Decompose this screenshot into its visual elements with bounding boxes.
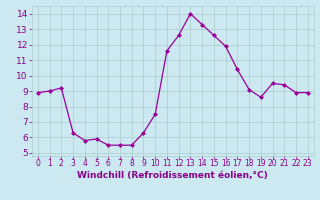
- X-axis label: Windchill (Refroidissement éolien,°C): Windchill (Refroidissement éolien,°C): [77, 171, 268, 180]
